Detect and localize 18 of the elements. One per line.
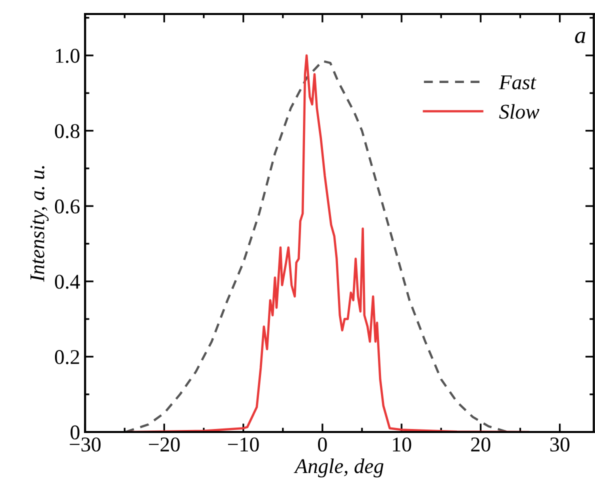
x-tick-label: 20 [471,437,490,452]
legend-label: Fast [498,75,536,90]
y-tick-label: 0 [70,425,80,440]
y-tick-label: 0.6 [54,199,80,214]
x-tick-label: −20 [148,437,180,452]
annotation: a [575,32,586,44]
y-tick-label: 0.4 [54,274,80,289]
x-axis-title: Angle, deg [294,458,384,478]
legend-label: Slow [499,104,540,119]
x-tick-label: 30 [550,437,570,452]
y-tick-label: 1.0 [56,48,80,63]
y-axis-title: Intensity, a. u. [30,166,49,282]
y-tick-label: 0.8 [54,124,80,138]
x-tick-label: −30 [70,437,101,452]
x-tick-label: 10 [392,437,412,452]
y-tick-label: 0.2 [54,350,80,364]
x-tick-label: 0 [318,437,327,452]
x-tick-label: −10 [228,437,259,452]
